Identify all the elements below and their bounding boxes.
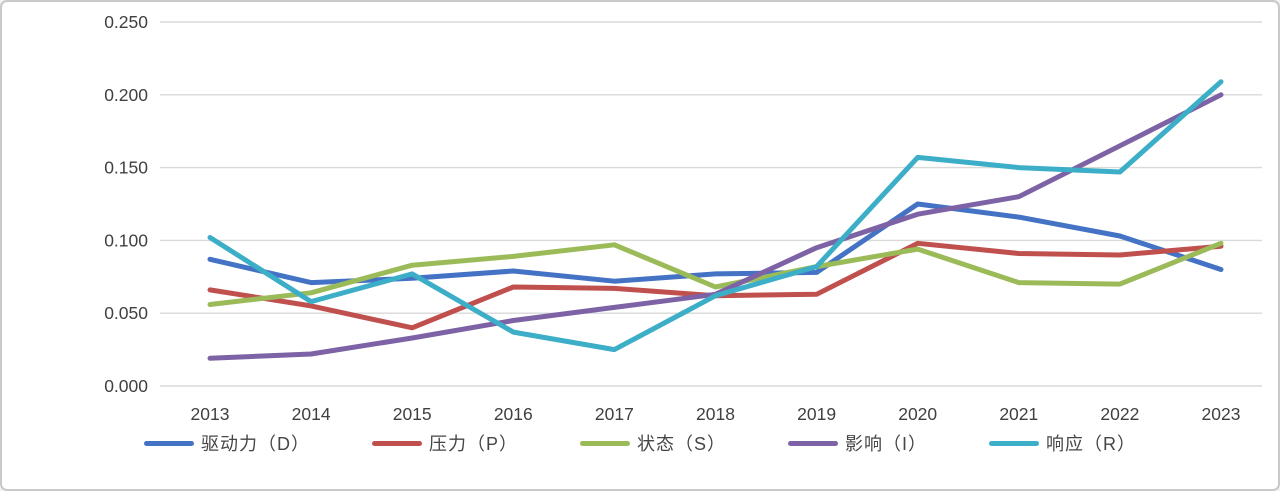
- x-axis-tick-label: 2013: [191, 404, 230, 424]
- legend-item-4: 响应（R）: [989, 430, 1136, 456]
- chart-legend: 驱动力（D） 压力（P） 状态（S） 影响（I） 响应（R）: [2, 430, 1278, 456]
- x-axis-tick-label: 2022: [1100, 404, 1139, 424]
- y-axis-tick-label: 0.000: [104, 376, 148, 396]
- x-axis-tick-label: 2014: [292, 404, 331, 424]
- x-axis-tick-label: 2015: [393, 404, 432, 424]
- x-axis-tick-label: 2017: [595, 404, 634, 424]
- y-axis-tick-label: 0.100: [104, 230, 148, 250]
- x-axis-tick-label: 2018: [696, 404, 735, 424]
- legend-item-2: 状态（S）: [579, 430, 726, 456]
- legend-label: 状态（S）: [636, 434, 726, 454]
- legend-label: 驱动力（D）: [200, 434, 310, 454]
- legend-swatch-icon: [989, 440, 1040, 446]
- y-axis-tick-label: 0.200: [104, 85, 148, 105]
- legend-swatch-icon: [788, 440, 838, 446]
- legend-item-3: 影响（I）: [788, 430, 927, 456]
- legend-label: 影响（I）: [845, 434, 928, 454]
- legend-swatch-icon: [371, 440, 422, 446]
- legend-label: 压力（P）: [428, 434, 518, 454]
- series-line-2: [207, 240, 1224, 307]
- legend-swatch-icon: [143, 440, 194, 446]
- x-axis-tick-label: 2016: [494, 404, 533, 424]
- x-axis-tick-label: 2019: [797, 404, 836, 424]
- x-axis-tick-label: 2020: [898, 404, 937, 424]
- x-axis-tick-label: 2023: [1202, 404, 1241, 424]
- legend-item-0: 驱动力（D）: [143, 430, 310, 456]
- x-axis-tick-label: 2021: [999, 404, 1038, 424]
- y-axis-tick-label: 0.050: [104, 303, 148, 323]
- legend-item-1: 压力（P）: [371, 430, 518, 456]
- legend-swatch-icon: [579, 440, 630, 446]
- y-axis-tick-label: 0.250: [104, 12, 148, 32]
- legend-label: 响应（R）: [1046, 434, 1137, 454]
- y-axis-tick-label: 0.150: [104, 158, 148, 178]
- series-line-4: [207, 79, 1224, 353]
- series-line-0: [207, 201, 1224, 286]
